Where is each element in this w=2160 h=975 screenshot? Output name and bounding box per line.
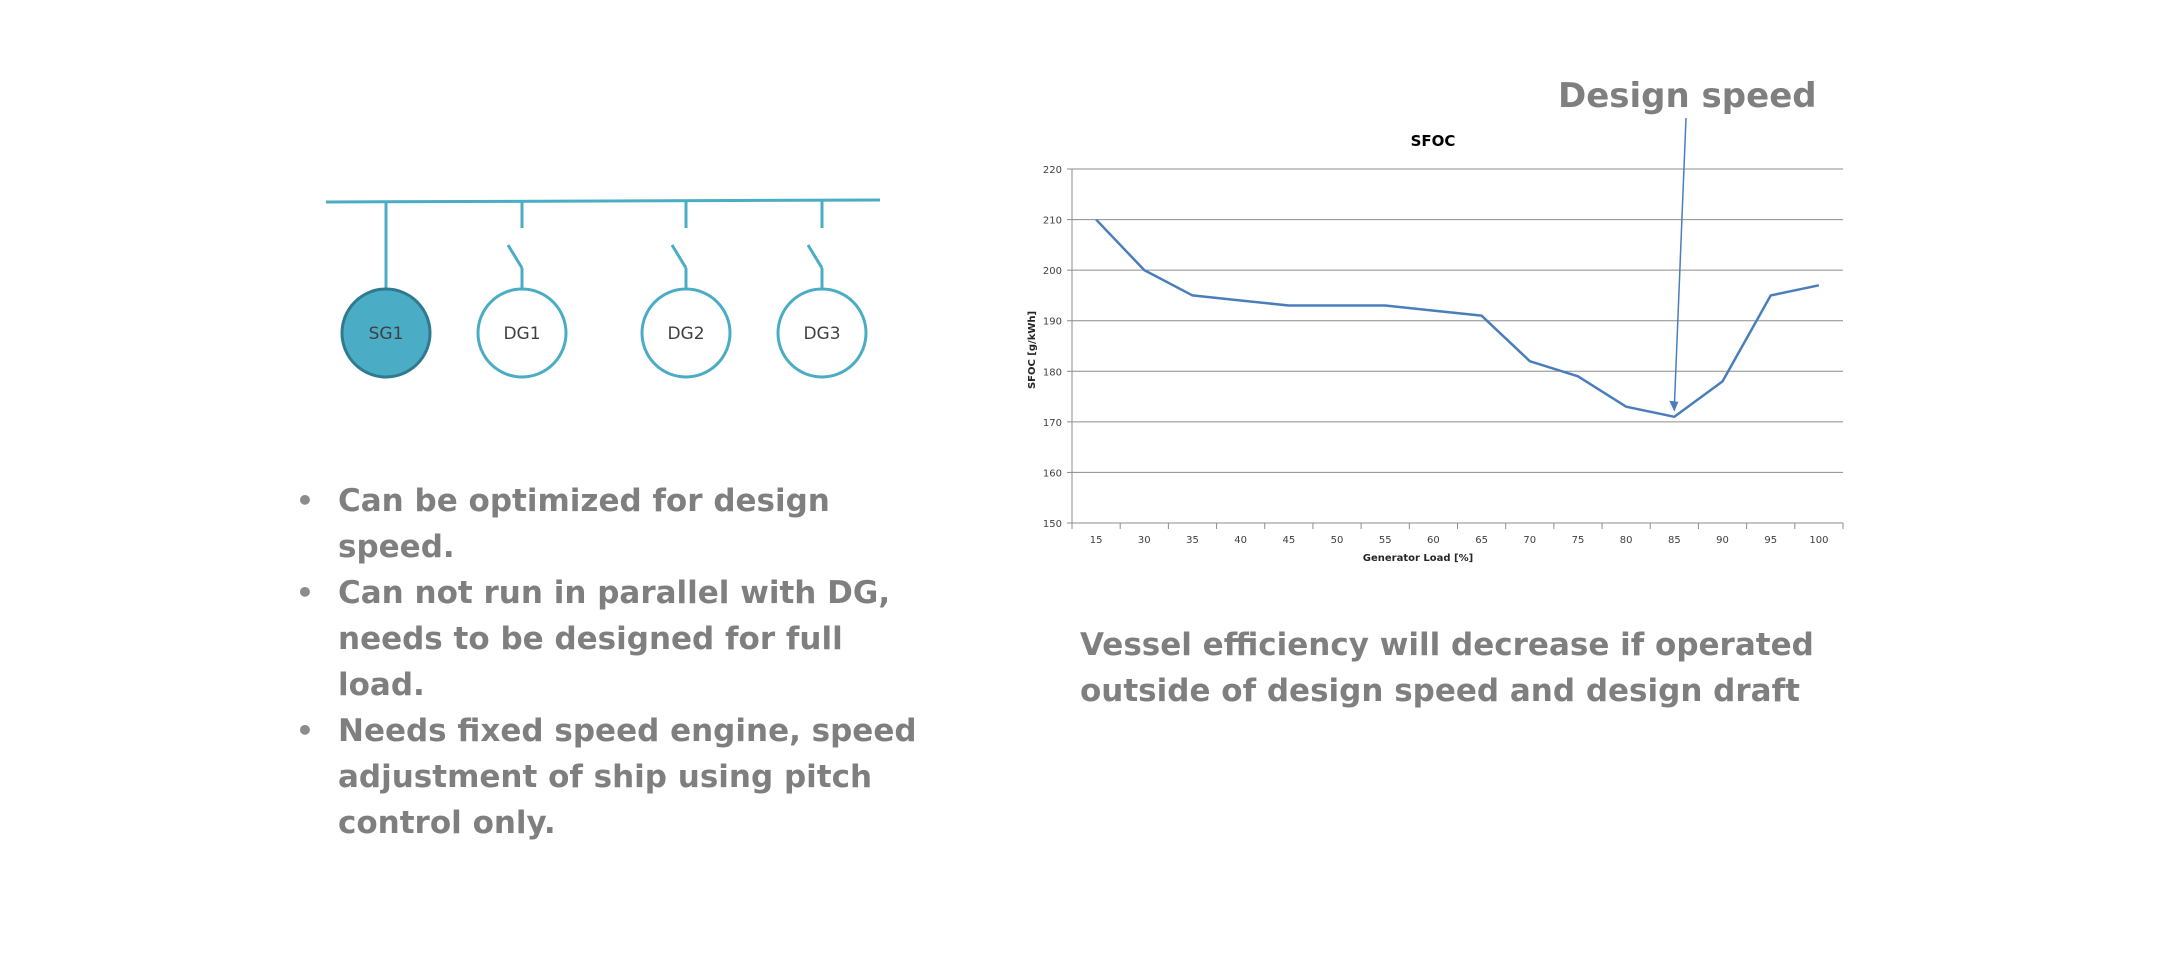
generator-label: DG1 [503, 324, 540, 344]
y-tick-label: 220 [1043, 165, 1062, 176]
generator-circle [476, 287, 568, 379]
x-tick-label: 85 [1668, 535, 1681, 546]
y-tick-label: 160 [1043, 468, 1062, 479]
generator-label: DG3 [803, 324, 840, 344]
x-tick-label: 75 [1572, 535, 1585, 546]
chart-title: SFOC [1411, 132, 1456, 150]
bullet-text: Can be optimized for design speed. [338, 483, 830, 565]
generator-dg1: DG1 [476, 201, 568, 379]
x-tick-label: 80 [1620, 535, 1633, 546]
y-tick-label: 150 [1043, 519, 1062, 530]
generator-circle [640, 287, 732, 379]
x-tick-label: 65 [1475, 535, 1488, 546]
x-tick-label: 60 [1427, 535, 1440, 546]
x-tick-label: 55 [1379, 535, 1392, 546]
chart-series [1095, 218, 1820, 419]
bullet-dot: • [296, 714, 314, 747]
x-tick-label: 40 [1234, 535, 1247, 546]
generator-label: SG1 [369, 324, 404, 344]
bullet-list: • Can be optimized for design speed. • Can… [290, 478, 930, 846]
y-tick-label: 190 [1043, 317, 1062, 328]
x-tick-label: 30 [1138, 535, 1151, 546]
generator-circle [776, 287, 868, 379]
open-breaker-switch [806, 244, 824, 269]
bullet-item: • Can not run in parallel with DG, needs … [290, 570, 930, 708]
generator-diagram: SG1 DG1 DG2 DG3 [325, 198, 881, 379]
bullet-text: Needs fixed speed engine, speed adjustme… [338, 713, 917, 841]
x-tick-label: 35 [1186, 535, 1199, 546]
y-tick-label: 170 [1043, 418, 1062, 429]
x-tick-label: 90 [1716, 535, 1729, 546]
y-tick-label: 210 [1043, 216, 1062, 227]
conclusion-text: Vessel efficiency will decrease if opera… [1080, 627, 1814, 709]
generator-dg3: DG3 [776, 201, 868, 379]
open-breaker-switch [506, 244, 524, 269]
bullet-item: • Can be optimized for design speed. [290, 478, 930, 570]
open-breaker-switch [670, 244, 688, 269]
y-axis-title: SFOC [g/kWh] [1027, 311, 1038, 389]
bullet-dot: • [296, 484, 314, 517]
x-axis-title: Generator Load [%] [1363, 553, 1473, 564]
chart-gridlines [1072, 168, 1843, 524]
generator-circle [340, 287, 432, 379]
x-tick-label: 95 [1764, 535, 1777, 546]
chart-labels: 150 160 170 180 190 200 210 220 15 30 35 40 45 50 55 60… [1043, 165, 1829, 546]
generator-sg1: SG1 [340, 202, 432, 379]
arrow-shaft [1673, 117, 1687, 407]
y-tick-label: 200 [1043, 266, 1062, 277]
generator-dg2: DG2 [640, 201, 732, 379]
x-tick-label: 45 [1282, 535, 1295, 546]
sfoc-chart: 150 160 170 180 190 200 210 220 15 30 35 40 45 50 55 60… [1027, 117, 1844, 564]
x-tick-label: 100 [1809, 535, 1828, 546]
y-tick-label: 180 [1043, 367, 1062, 378]
x-tick-label: 15 [1090, 535, 1103, 546]
chart-axes [1067, 168, 1844, 529]
design-speed-arrow [1669, 117, 1687, 412]
x-tick-label: 70 [1523, 535, 1536, 546]
busbar [325, 198, 881, 204]
arrow-head [1669, 400, 1679, 412]
sfoc-series-line [1095, 218, 1820, 419]
bullet-item: • Needs fixed speed engine, speed adjustm… [290, 708, 930, 846]
bullet-dot: • [296, 576, 314, 609]
x-tick-label: 50 [1331, 535, 1344, 546]
generator-label: DG2 [667, 324, 704, 344]
bullet-text: Can not run in parallel with DG, needs t… [338, 575, 891, 703]
design-speed-annotation: Design speed [1558, 76, 1817, 116]
